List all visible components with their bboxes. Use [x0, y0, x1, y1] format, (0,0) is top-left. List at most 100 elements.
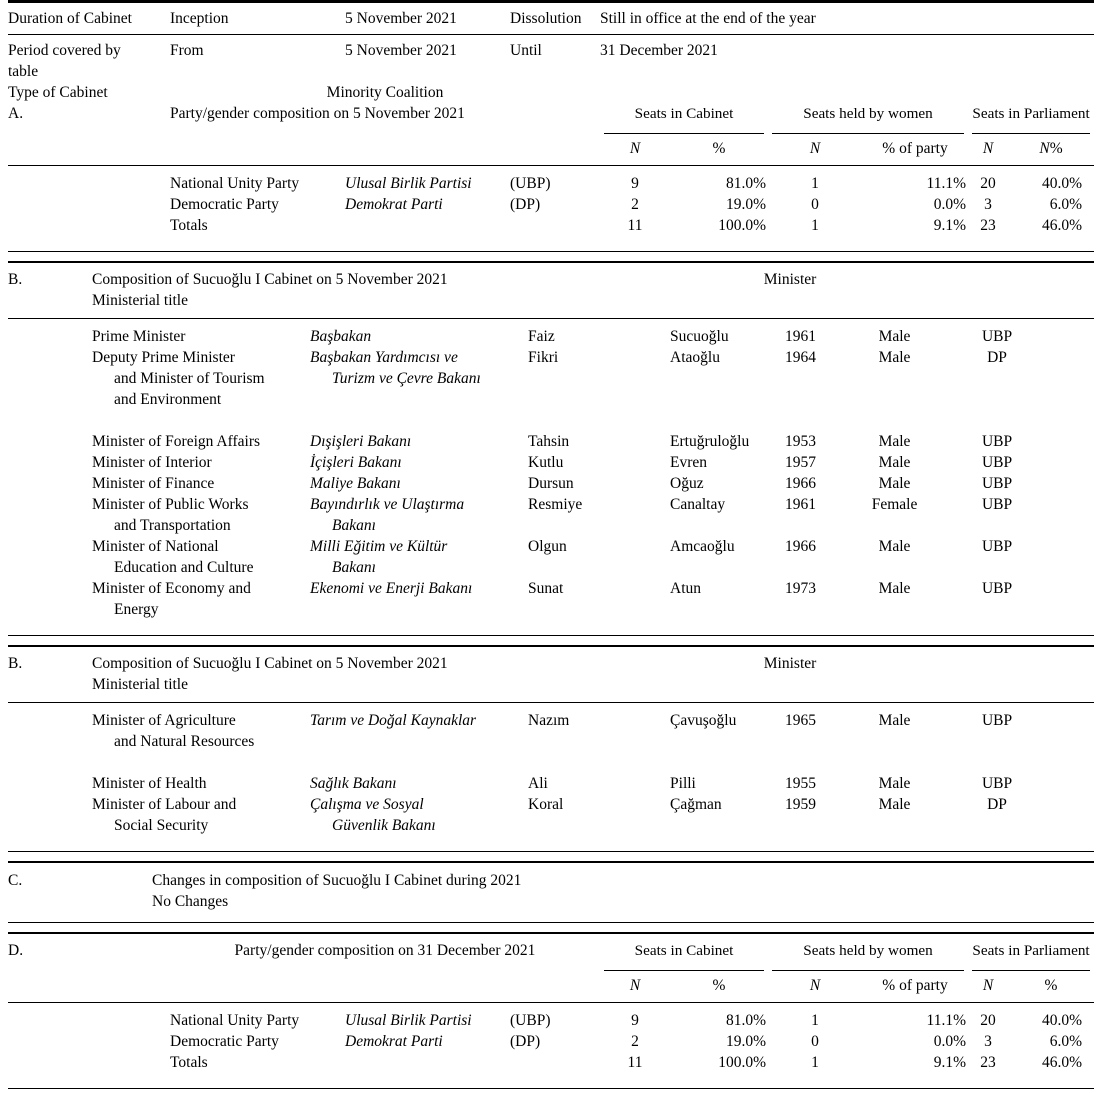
- cabinet-composition-table-1: B. Composition of Sucuoğlu I Cabinet on …: [8, 261, 1095, 636]
- subheader-italic: N: [809, 140, 821, 157]
- totals-label: Totals: [170, 217, 208, 234]
- section-c-title: Changes in composition of Sucuoğlu I Cab…: [152, 872, 522, 889]
- table-row: National Unity Party Ulusal Birlik Parti…: [8, 166, 1094, 195]
- group-header-seats-in-cabinet: Seats in Cabinet: [600, 933, 768, 971]
- subheader-parliament-n: N: [968, 971, 1008, 1003]
- section-a-header-row: A. Party/gender composition on 5 Novembe…: [8, 103, 1094, 134]
- parliament-n: 20: [980, 1012, 996, 1029]
- minister-party: UBP: [981, 475, 1013, 492]
- table-row: National Unity Party Ulusal Birlik Parti…: [8, 1003, 1094, 1032]
- until-date: 31 December 2021: [600, 42, 718, 59]
- subheader-italic: N: [809, 977, 821, 994]
- spacer-cell: [1052, 347, 1094, 431]
- group-header-seats-held-by-women: Seats held by women: [768, 933, 968, 971]
- spacer-cell: [1052, 473, 1094, 494]
- minister-title: Minister of Agriculture and Natural Reso…: [92, 712, 255, 750]
- minister-row: Deputy Prime Minister and Minister of To…: [8, 347, 1094, 431]
- women-pct: 9.1%: [933, 1054, 966, 1071]
- party-abbr: (DP): [510, 196, 541, 213]
- minister-header: Minister: [528, 262, 1053, 319]
- minister-party: UBP: [981, 712, 1013, 729]
- subheader-women-n: N: [768, 971, 862, 1003]
- minister-row: Minister of Health Sağlık Bakanı Ali Pil…: [8, 773, 1094, 794]
- spacer-cell: [8, 452, 92, 473]
- group-header-seats-in-parliament: Seats in Parliament: [968, 933, 1094, 971]
- minister-title: Minister of Foreign Affairs: [92, 433, 261, 450]
- minister-title-native: Sağlık Bakanı: [310, 775, 397, 792]
- minister-first-name: Nazım: [528, 712, 570, 729]
- minister-last-name: Çavuşoğlu: [670, 712, 737, 729]
- party-native-name: Demokrat Parti: [345, 196, 443, 213]
- subheader-text: % of party: [882, 977, 948, 994]
- women-n: 0: [811, 1033, 819, 1050]
- women-n: 1: [811, 1012, 819, 1029]
- minister-party: UBP: [981, 775, 1013, 792]
- minister-last-name: Amcaoğlu: [670, 538, 735, 555]
- spacer-cell: [1052, 794, 1094, 852]
- party-abbr: (DP): [510, 1033, 541, 1050]
- from-label: From: [170, 42, 204, 59]
- women-pct: 0.0%: [933, 1033, 966, 1050]
- section-c-subtitle: No Changes: [152, 893, 229, 910]
- subheader-cabinet-pct: %: [670, 971, 768, 1003]
- cabinet-pct: 19.0%: [725, 1033, 766, 1050]
- minister-row: Minister of Foreign Affairs Dışişleri Ba…: [8, 431, 1094, 452]
- minister-title-native: Ekenomi ve Enerji Bakanı: [310, 580, 473, 597]
- spacer-cell: [8, 347, 92, 431]
- minister-party: UBP: [981, 454, 1013, 471]
- minister-gender: Male: [878, 433, 911, 450]
- minister-gender: Male: [878, 538, 911, 555]
- changes-table: C. Changes in composition of Sucuoğlu I …: [8, 861, 1094, 923]
- minister-party: UBP: [981, 496, 1013, 513]
- women-n: 0: [811, 196, 819, 213]
- minister-gender: Male: [878, 712, 911, 729]
- section-b-label: B.: [8, 262, 92, 319]
- minister-row: Prime Minister Başbakan Faiz Sucuoğlu 19…: [8, 319, 1094, 348]
- minister-title-native: Çalışma ve Sosyal Güvenlik Bakanı: [310, 796, 436, 834]
- minister-birth-year: 1957: [785, 454, 817, 471]
- parliament-n: 23: [980, 1054, 996, 1071]
- parliament-pct: 40.0%: [1041, 1012, 1083, 1029]
- minister-gender: Male: [878, 475, 911, 492]
- group-label: Seats in Parliament: [972, 940, 1091, 971]
- spacer-cell: [1052, 578, 1094, 636]
- group-label: Seats held by women: [772, 940, 964, 971]
- spacer-cell: [8, 494, 92, 536]
- section-c-label: C.: [8, 872, 23, 889]
- minister-first-name: Resmiye: [528, 496, 583, 513]
- minister-birth-year: 1961: [785, 328, 817, 345]
- minister-last-name: Pilli: [670, 775, 696, 792]
- table-row: Democratic Party Demokrat Parti (DP) 2 1…: [8, 1031, 1094, 1052]
- minister-birth-year: 1961: [785, 496, 817, 513]
- minister-party: DP: [987, 349, 1007, 366]
- subheader-text: %: [1049, 140, 1063, 157]
- minister-last-name: Ataoğlu: [670, 349, 720, 366]
- minister-last-name: Oğuz: [670, 475, 704, 492]
- minister-title: Minister of Labour and Social Security: [92, 796, 237, 834]
- women-n: 1: [811, 217, 819, 234]
- minister-gender: Male: [878, 328, 911, 345]
- group-header-seats-in-cabinet: Seats in Cabinet: [600, 103, 768, 134]
- party-name: Democratic Party: [170, 1033, 279, 1050]
- parliament-pct: 46.0%: [1041, 1054, 1083, 1071]
- minister-title: Minister of Economy and Energy: [92, 580, 251, 618]
- cabinet-overview-table: Duration of Cabinet Inception 5 November…: [8, 0, 1095, 252]
- section-b-header-row: B. Composition of Sucuoğlu I Cabinet on …: [8, 646, 1095, 703]
- party-native-name: Demokrat Parti: [345, 1033, 443, 1050]
- party-native-name: [345, 215, 510, 252]
- minister-last-name: Sucuoğlu: [670, 328, 729, 345]
- cabinet-pct: 100.0%: [718, 217, 766, 234]
- spacer-cell: [8, 1031, 170, 1052]
- section-d-title: Party/gender composition on 31 December …: [234, 942, 536, 959]
- spacer-cell: [8, 194, 170, 215]
- section-b-label: B.: [8, 646, 92, 703]
- subheader-cabinet-n: N: [600, 971, 670, 1003]
- spacer-cell: [1052, 319, 1094, 348]
- section-b-title-cell: Composition of Sucuoğlu I Cabinet on 5 N…: [92, 262, 529, 319]
- minister-first-name: Koral: [528, 796, 564, 813]
- section-d-header-row: D. Party/gender composition on 31 Decemb…: [8, 933, 1094, 971]
- composition-december-table: D. Party/gender composition on 31 Decemb…: [8, 932, 1095, 1089]
- cabinet-n: 2: [631, 196, 639, 213]
- cabinet-composition-table-2: B. Composition of Sucuoğlu I Cabinet on …: [8, 645, 1095, 852]
- minister-title-native: Maliye Bakanı: [310, 475, 401, 492]
